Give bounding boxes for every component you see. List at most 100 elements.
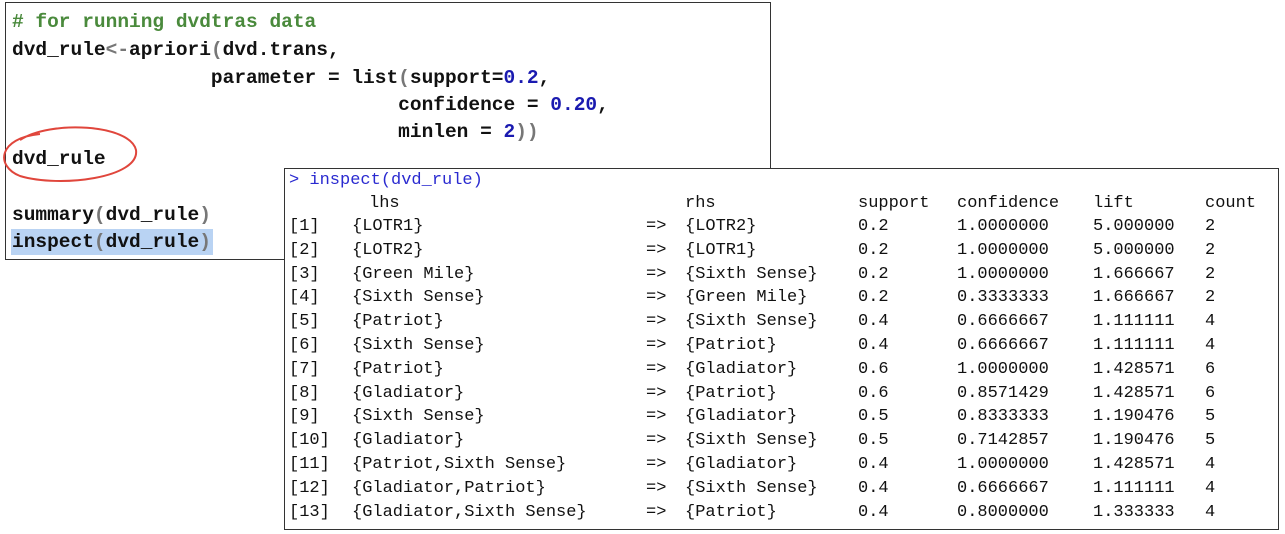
table-cell: {LOTR2}	[685, 217, 757, 236]
table-cell: 0.2	[858, 288, 889, 308]
annotation-circle	[3, 126, 138, 182]
code-token: )	[199, 204, 211, 226]
table-cell: 0.8000000	[957, 502, 1049, 522]
table-cell: 1.0000000	[957, 455, 1049, 474]
table-cell: 2	[1205, 217, 1216, 236]
table-cell: [11]	[289, 455, 330, 474]
table-cell: =>	[646, 455, 667, 474]
code-token: inspect	[12, 231, 94, 253]
table-cell: 4	[1205, 312, 1216, 332]
table-cell: {LOTR2}	[352, 240, 424, 260]
table-cell: 1.0000000	[957, 240, 1049, 260]
table-cell: 5	[1205, 431, 1216, 451]
table-cell: 4	[1205, 455, 1216, 474]
column-header: lhs	[369, 194, 400, 213]
table-cell: {Sixth Sense}	[685, 478, 818, 498]
code-token: ))	[515, 121, 539, 143]
code-token: support=	[409, 67, 504, 89]
table-cell: [10]	[289, 431, 330, 451]
code-token: confidence =	[12, 94, 551, 116]
code-token: ,	[597, 94, 609, 116]
table-cell: 1.333333	[1093, 502, 1175, 522]
column-header: confidence	[957, 194, 1060, 213]
table-cell: 0.7142857	[957, 431, 1049, 451]
table-cell: {Gladiator}	[352, 383, 465, 403]
table-cell: 1.428571	[1093, 359, 1175, 379]
table-cell: [1]	[289, 217, 320, 236]
table-cell: [3]	[289, 264, 320, 284]
table-cell: 1.0000000	[957, 217, 1049, 236]
table-cell: 0.8333333	[957, 407, 1049, 427]
table-cell: 1.190476	[1093, 407, 1175, 427]
code-token: 2	[503, 121, 516, 143]
table-cell: 1.666667	[1093, 288, 1175, 308]
table-cell: 4	[1205, 502, 1216, 522]
table-cell: {Green Mile}	[352, 264, 475, 284]
table-cell: {Patriot}	[352, 359, 444, 379]
table-cell: 1.111111	[1093, 478, 1175, 498]
table-cell: {Sixth Sense}	[685, 312, 818, 332]
table-cell: {Gladiator}	[352, 431, 465, 451]
table-cell: {Patriot}	[685, 502, 777, 522]
code-line: dvd_rule	[12, 146, 106, 172]
column-header: lift	[1093, 194, 1134, 213]
table-cell: =>	[646, 407, 667, 427]
table-cell: {Sixth Sense}	[685, 264, 818, 284]
console-output: > inspect(dvd_rule) lhs rhs support confiden…	[284, 168, 1279, 530]
table-cell: 0.4	[858, 455, 889, 474]
table-cell: {Green Mile}	[685, 288, 808, 308]
red-ellipse	[3, 126, 138, 182]
table-cell: 1.428571	[1093, 455, 1175, 474]
table-cell: 0.4	[858, 336, 889, 355]
code-token: # for running dvdtras data	[12, 11, 317, 33]
table-cell: =>	[646, 217, 667, 236]
table-cell: 6	[1205, 359, 1216, 379]
table-cell: =>	[646, 478, 667, 498]
table-cell: =>	[646, 288, 667, 308]
table-cell: 0.2	[858, 240, 889, 260]
table-cell: 4	[1205, 336, 1216, 355]
table-cell: [4]	[289, 288, 320, 308]
table-cell: 1.666667	[1093, 264, 1175, 284]
code-line: # for running dvdtras data	[12, 9, 316, 35]
table-cell: [7]	[289, 359, 320, 379]
table-cell: 1.0000000	[957, 359, 1049, 379]
code-token: minlen =	[12, 121, 504, 143]
table-cell: 0.2	[858, 217, 889, 236]
table-cell: 0.8571429	[957, 383, 1049, 403]
code-token: dvd.trans,	[222, 39, 340, 61]
code-token: (	[93, 231, 106, 253]
table-cell: 2	[1205, 288, 1216, 308]
table-cell: {Gladiator,Sixth Sense}	[352, 502, 587, 522]
table-cell: 0.4	[858, 312, 889, 332]
table-cell: 1.111111	[1093, 336, 1175, 355]
table-cell: =>	[646, 359, 667, 379]
table-cell: =>	[646, 264, 667, 284]
table-cell: {Gladiator}	[685, 455, 798, 474]
table-cell: 5.000000	[1093, 217, 1175, 236]
table-cell: [6]	[289, 336, 320, 355]
code-line: summary(dvd_rule)	[12, 202, 211, 228]
code-token: ,	[538, 67, 551, 89]
code-line: dvd_rule<-apriori(dvd.trans,	[12, 37, 340, 63]
code-token: 0.2	[503, 67, 539, 89]
table-cell: 0.6	[858, 359, 889, 379]
table-cell: 1.428571	[1093, 383, 1175, 403]
table-cell: [2]	[289, 240, 320, 260]
table-cell: =>	[646, 336, 667, 355]
table-cell: {LOTR1}	[685, 240, 757, 260]
column-header: rhs	[685, 194, 716, 213]
table-cell: =>	[646, 240, 667, 260]
table-cell: 2	[1205, 264, 1216, 284]
table-cell: {Sixth Sense}	[352, 288, 485, 308]
table-cell: =>	[646, 431, 667, 451]
table-cell: =>	[646, 502, 667, 522]
code-token: (	[210, 39, 223, 61]
code-token: (	[93, 204, 106, 226]
table-cell: {Gladiator}	[685, 359, 798, 379]
table-cell: 0.6666667	[957, 336, 1049, 355]
table-cell: 0.6666667	[957, 478, 1049, 498]
column-header: count	[1205, 194, 1257, 213]
code-token: 0.20	[550, 94, 598, 116]
